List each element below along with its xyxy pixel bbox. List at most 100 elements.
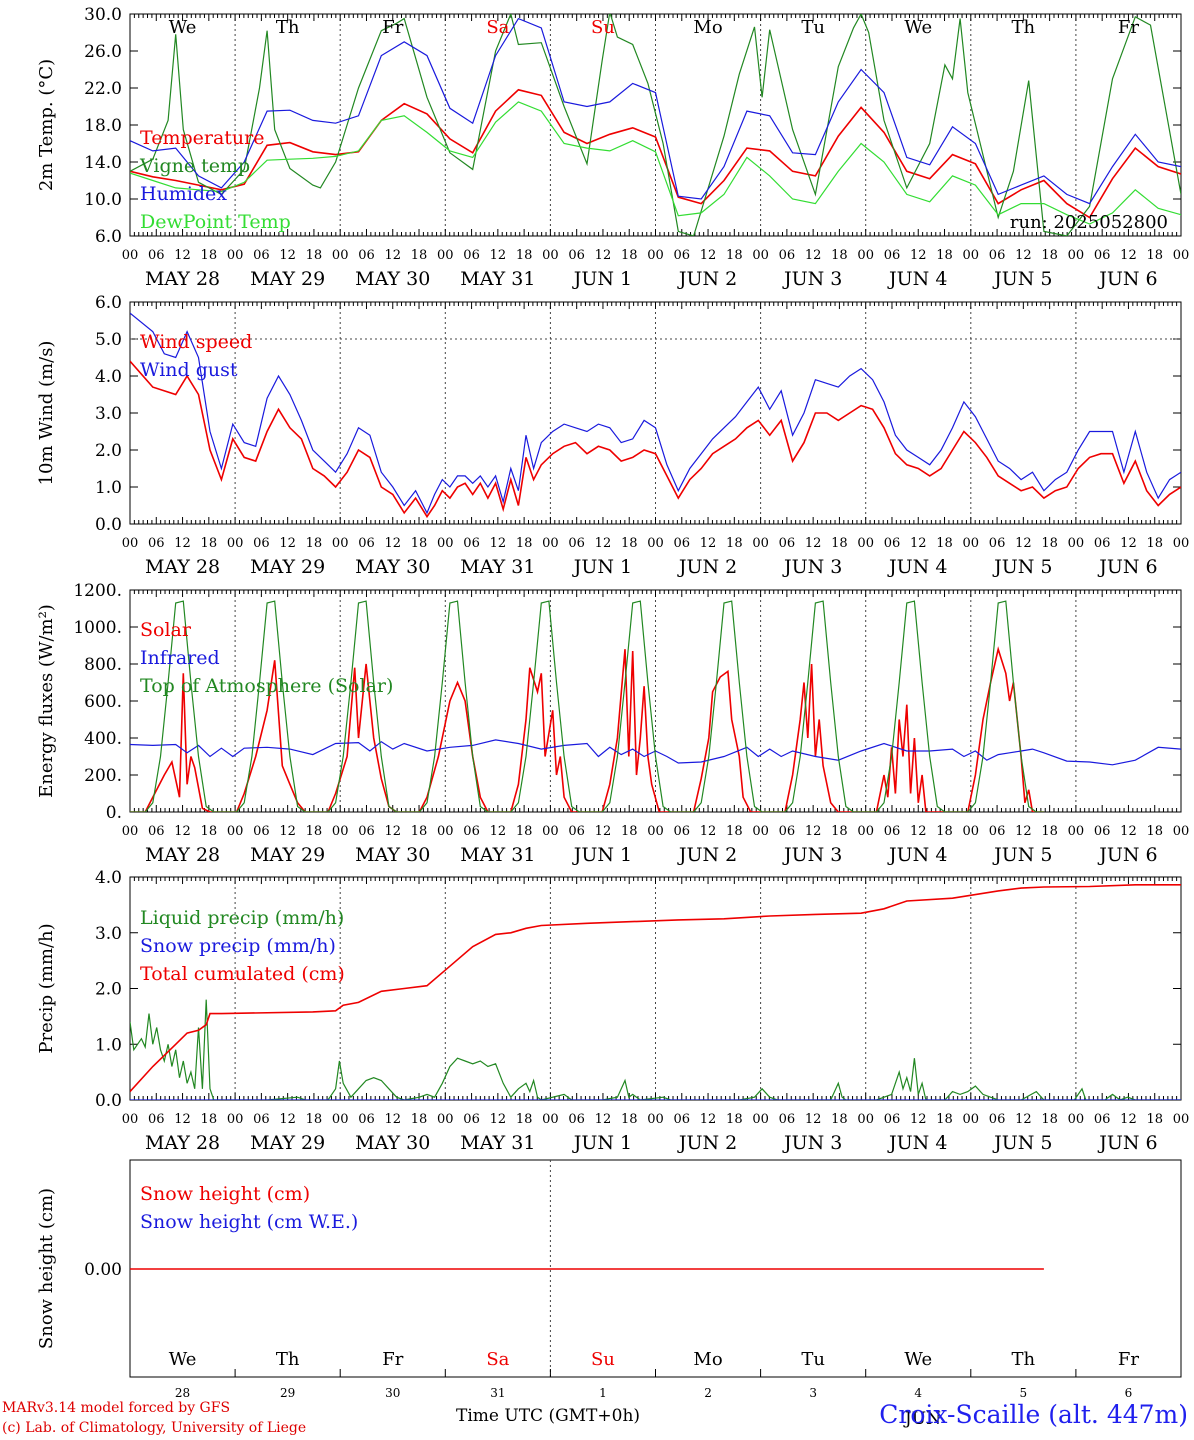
y-tick-label: 0.00 <box>84 1260 122 1280</box>
hour-tick-label: 12 <box>174 248 191 263</box>
day-number-label: 4 <box>914 1386 922 1400</box>
hour-tick-label: 06 <box>674 248 691 263</box>
hour-tick-label: 12 <box>805 536 822 551</box>
hour-tick-label: 12 <box>490 536 507 551</box>
hour-tick-label: 12 <box>279 248 296 263</box>
y-tick-label: 10.0 <box>84 190 122 210</box>
hour-tick-label: 06 <box>779 536 796 551</box>
date-label: JUN 1 <box>572 1132 632 1154</box>
hour-tick-label: 12 <box>279 536 296 551</box>
legend-entry: Snow height (cm W.E.) <box>140 1211 358 1233</box>
date-label: MAY 29 <box>250 268 325 290</box>
hour-tick-label: 00 <box>227 536 244 551</box>
weekday-label: Fr <box>382 1349 403 1370</box>
hour-tick-label: 12 <box>490 824 507 839</box>
hour-tick-label: 06 <box>253 1112 270 1127</box>
hour-tick-label: 18 <box>1146 824 1163 839</box>
hour-tick-label: 18 <box>936 824 953 839</box>
station-label: Croix-Scaille (alt. 447m) <box>879 1400 1188 1429</box>
hour-tick-label: 12 <box>384 536 401 551</box>
hour-tick-label: 06 <box>674 1112 691 1127</box>
hour-tick-label: 18 <box>831 1112 848 1127</box>
hour-tick-label: 06 <box>568 248 585 263</box>
weekday-label: Sa <box>486 1349 509 1370</box>
hour-tick-label: 12 <box>1015 824 1032 839</box>
day-number-label: 30 <box>385 1386 400 1400</box>
y-tick-label: 6.0 <box>95 293 122 313</box>
hour-tick-label: 00 <box>227 1112 244 1127</box>
hour-tick-label: 00 <box>122 824 139 839</box>
y-tick-label: 1.0 <box>95 478 122 498</box>
hour-tick-label: 18 <box>411 824 428 839</box>
date-label: MAY 29 <box>250 556 325 578</box>
y-tick-label: 0.0 <box>95 515 122 535</box>
hour-tick-label: 12 <box>384 824 401 839</box>
hour-tick-label: 06 <box>568 1112 585 1127</box>
weekday-label: Th <box>276 1349 300 1370</box>
hour-tick-label: 12 <box>595 536 612 551</box>
legend-entry: Liquid precip (mm/h) <box>140 907 344 929</box>
hour-tick-label: 06 <box>358 1112 375 1127</box>
hour-tick-label: 18 <box>516 536 533 551</box>
hour-tick-label: 18 <box>936 248 953 263</box>
weekday-label: Su <box>591 17 615 38</box>
series-wind-gust <box>130 312 1181 515</box>
hour-tick-label: 12 <box>490 248 507 263</box>
day-number-label: 6 <box>1125 1386 1133 1400</box>
legend-entry: Temperature <box>140 127 264 149</box>
hour-tick-label: 06 <box>463 536 480 551</box>
hour-tick-label: 06 <box>358 248 375 263</box>
legend-entry: Infrared <box>140 647 220 669</box>
hour-tick-label: 06 <box>1094 248 1111 263</box>
series-temperature <box>130 88 1181 219</box>
hour-tick-label: 06 <box>779 824 796 839</box>
hour-tick-label: 00 <box>1068 824 1085 839</box>
hour-tick-label: 06 <box>148 1112 165 1127</box>
hour-tick-label: 12 <box>910 1112 927 1127</box>
hour-tick-label: 00 <box>963 248 980 263</box>
y-tick-label: 3.0 <box>95 924 122 944</box>
hour-tick-label: 06 <box>1094 1112 1111 1127</box>
y-tick-label: 22.0 <box>84 79 122 99</box>
y-tick-label: 2.0 <box>95 441 122 461</box>
legend-entry: DewPoint Temp <box>140 211 291 233</box>
hour-tick-label: 12 <box>595 248 612 263</box>
day-number-label: 1 <box>599 1386 607 1400</box>
date-label: MAY 30 <box>355 844 430 866</box>
hour-tick-label: 18 <box>1146 536 1163 551</box>
hour-tick-label: 00 <box>647 536 664 551</box>
series-wind-speed <box>130 360 1181 519</box>
y-tick-label: 800. <box>84 655 122 675</box>
weekday-label: We <box>904 17 932 38</box>
hour-tick-label: 18 <box>831 248 848 263</box>
hour-tick-label: 18 <box>516 248 533 263</box>
hour-tick-label: 18 <box>1146 248 1163 263</box>
hour-tick-label: 00 <box>647 1112 664 1127</box>
y-tick-label: 5.0 <box>95 330 122 350</box>
hour-tick-label: 12 <box>1015 1112 1032 1127</box>
hour-tick-label: 00 <box>437 1112 454 1127</box>
hour-tick-label: 18 <box>831 824 848 839</box>
date-label: MAY 28 <box>145 844 220 866</box>
date-label: MAY 28 <box>145 1132 220 1154</box>
legend-entry: Wind gust <box>140 359 238 381</box>
date-label: JUN 1 <box>572 268 632 290</box>
hour-tick-label: 12 <box>1120 248 1137 263</box>
hour-tick-label: 12 <box>700 1112 717 1127</box>
hour-tick-label: 18 <box>1041 248 1058 263</box>
y-tick-label: 1.0 <box>95 1035 122 1055</box>
date-label: JUN 6 <box>1097 844 1157 866</box>
date-label: JUN 1 <box>572 844 632 866</box>
hour-tick-label: 06 <box>989 1112 1006 1127</box>
y-tick-label: 26.0 <box>84 42 122 62</box>
hour-tick-label: 12 <box>384 1112 401 1127</box>
credit-lab: (c) Lab. of Climatology, University of L… <box>2 1420 307 1436</box>
y-axis-title: Snow height (cm) <box>36 1188 57 1349</box>
series-top-of-atmosphere-solar <box>130 600 1044 812</box>
hour-tick-label: 00 <box>1173 824 1190 839</box>
hour-tick-label: 00 <box>332 536 349 551</box>
hour-tick-label: 06 <box>253 248 270 263</box>
hour-tick-label: 18 <box>1146 1112 1163 1127</box>
day-number-label: 31 <box>490 1386 505 1400</box>
